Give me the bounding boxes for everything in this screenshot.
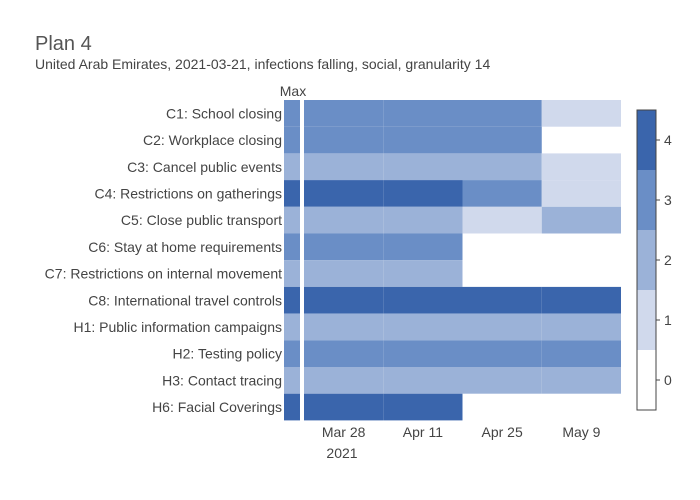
heatmap-cell (304, 286, 384, 314)
row-labels: C1: School closing C2: Workplace closing C… (45, 105, 282, 415)
max-cell (284, 126, 300, 154)
colorbar-segment (637, 170, 656, 230)
max-cell (284, 393, 300, 421)
heatmap-cell (383, 153, 463, 181)
max-cell (284, 100, 300, 127)
colorbar-segment (637, 350, 656, 410)
row-label: H6: Facial Coverings (152, 399, 282, 415)
heatmap-cell (462, 153, 542, 181)
heatmap-cell (541, 313, 621, 341)
heatmap-cell (541, 206, 621, 234)
chart-title: Plan 4 (35, 33, 92, 55)
colorbar: 0 1 2 3 4 (636, 109, 672, 411)
x-tick-label: May 9 (562, 424, 600, 440)
row-label: C2: Workplace closing (143, 132, 282, 148)
row-label: H2: Testing policy (173, 346, 282, 362)
heatmap-cell (304, 260, 384, 287)
heatmap-cell (541, 286, 621, 314)
heatmap-cell (383, 126, 463, 154)
row-label: H1: Public information campaigns (73, 319, 282, 335)
row-label: C7: Restrictions on internal movement (45, 266, 282, 282)
heatmap-cells (284, 100, 621, 421)
colorbar-tick-label: 0 (664, 372, 672, 388)
row-label: C8: International travel controls (88, 292, 282, 308)
heatmap-cell (462, 367, 542, 394)
max-cell (284, 153, 300, 181)
heatmap-cell (304, 367, 384, 394)
heatmap-cell (462, 206, 542, 234)
max-cell (284, 180, 300, 207)
heatmap-cell (304, 180, 384, 207)
row-label: H3: Contact tracing (162, 372, 282, 388)
heatmap-cell (383, 233, 463, 261)
max-cell (284, 340, 300, 367)
heatmap-cell (541, 340, 621, 367)
heatmap-cell (383, 367, 463, 394)
heatmap-cell (304, 206, 384, 234)
heatmap-cell (462, 286, 542, 314)
heatmap-cell (304, 393, 384, 421)
heatmap-cell (304, 100, 384, 127)
heatmap-cell (541, 153, 621, 181)
heatmap-cell (304, 153, 384, 181)
heatmap-cell (462, 180, 542, 207)
x-axis-ticks: Mar 28 Apr 11 Apr 25 May 9 (322, 424, 601, 440)
heatmap-cell (383, 260, 463, 287)
heatmap-cell (462, 126, 542, 154)
heatmap-cell (383, 286, 463, 314)
max-cell (284, 367, 300, 394)
heatmap-cell (304, 233, 384, 261)
row-label: C4: Restrictions on gatherings (94, 185, 282, 201)
heatmap-cell (304, 313, 384, 341)
heatmap-cell (462, 100, 542, 127)
row-label: C1: School closing (166, 105, 282, 121)
heatmap-cell (462, 340, 542, 367)
x-tick-label: Apr 11 (403, 424, 443, 440)
heatmap-cell (383, 100, 463, 127)
heatmap-cell (383, 393, 463, 421)
colorbar-tick-label: 3 (664, 192, 672, 208)
heatmap-cell (304, 126, 384, 154)
x-axis-year-label: 2021 (326, 445, 357, 461)
chart-subtitle: United Arab Emirates, 2021-03-21, infect… (35, 56, 490, 72)
heatmap-cell (383, 206, 463, 234)
heatmap-cell (304, 340, 384, 367)
max-cell (284, 313, 300, 341)
row-label: C3: Cancel public events (127, 159, 282, 175)
heatmap-cell (541, 180, 621, 207)
heatmap-cell (383, 340, 463, 367)
max-cell (284, 286, 300, 314)
max-cell (284, 260, 300, 287)
colorbar-tick-label: 4 (664, 132, 672, 148)
colorbar-segment (637, 230, 656, 290)
x-tick-label: Apr 25 (482, 424, 523, 440)
row-label: C6: Stay at home requirements (88, 239, 282, 255)
colorbar-segment (637, 290, 656, 350)
heatmap-cell (541, 100, 621, 127)
max-cell (284, 233, 300, 261)
row-label: C5: Close public transport (121, 212, 282, 228)
heatmap-cell (383, 313, 463, 341)
heatmap-cell (541, 367, 621, 394)
heatmap-cell (383, 180, 463, 207)
colorbar-tick-label: 1 (664, 312, 672, 328)
max-column-label: Max (280, 83, 306, 99)
heatmap-cell (462, 313, 542, 341)
x-tick-label: Mar 28 (322, 424, 366, 440)
colorbar-segment (637, 110, 656, 170)
max-cell (284, 206, 300, 234)
colorbar-tick-label: 2 (664, 252, 672, 268)
